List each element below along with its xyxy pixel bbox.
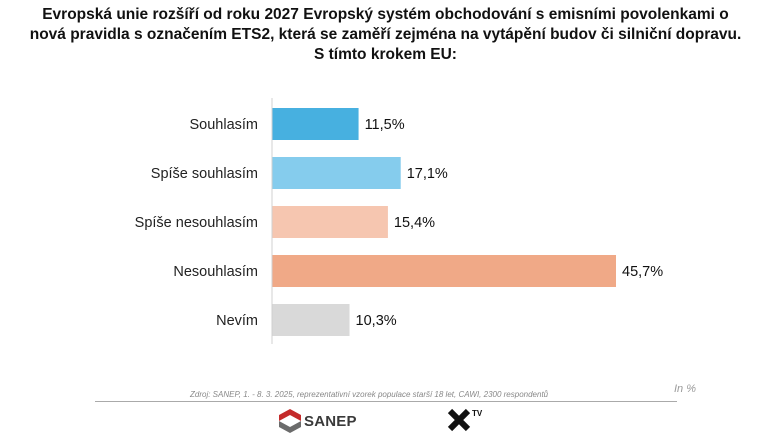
xtv-logo-text: TV xyxy=(472,409,483,418)
value-label: 15,4% xyxy=(394,215,435,231)
title-line-1: Evropská unie rozšíří od roku 2027 Evrop… xyxy=(42,6,729,23)
xtv-logo: TV xyxy=(447,408,482,434)
bar xyxy=(272,255,616,287)
value-label: 45,7% xyxy=(622,264,663,280)
value-label: 10,3% xyxy=(356,313,397,329)
unit-label: In % xyxy=(674,383,697,395)
bar xyxy=(272,108,359,140)
category-label: Spíše nesouhlasím xyxy=(135,215,258,231)
sanep-logo-icon xyxy=(279,409,301,433)
value-label: 11,5% xyxy=(365,117,405,133)
x-mark-icon xyxy=(447,408,471,432)
category-label: Souhlasím xyxy=(189,117,258,133)
category-label: Nevím xyxy=(216,313,258,329)
title-line-3: S tímto krokem EU: xyxy=(314,46,457,63)
sanep-logo-text: SANEP xyxy=(304,412,357,430)
category-label: Nesouhlasím xyxy=(173,264,258,280)
bar-chart: Souhlasím 11,5% Spíše souhlasím 17,1% Spíše … xyxy=(135,98,663,344)
footer-divider xyxy=(95,401,677,402)
category-label: Spíše souhlasím xyxy=(151,166,258,182)
sanep-logo: SANEP xyxy=(279,408,357,434)
source-note: Zdroj: SANEP, 1. - 8. 3. 2025, reprezent… xyxy=(190,390,549,399)
bar xyxy=(272,206,388,238)
bar xyxy=(272,304,350,336)
value-label: 17,1% xyxy=(407,166,448,182)
title-line-2: nová pravidla s označením ETS2, která se… xyxy=(29,26,742,43)
chart-title: Evropská unie rozšíří od roku 2027 Evrop… xyxy=(0,5,771,65)
bars-layer: Souhlasím 11,5% Spíše souhlasím 17,1% Spíše … xyxy=(135,108,663,336)
bar xyxy=(272,157,401,189)
